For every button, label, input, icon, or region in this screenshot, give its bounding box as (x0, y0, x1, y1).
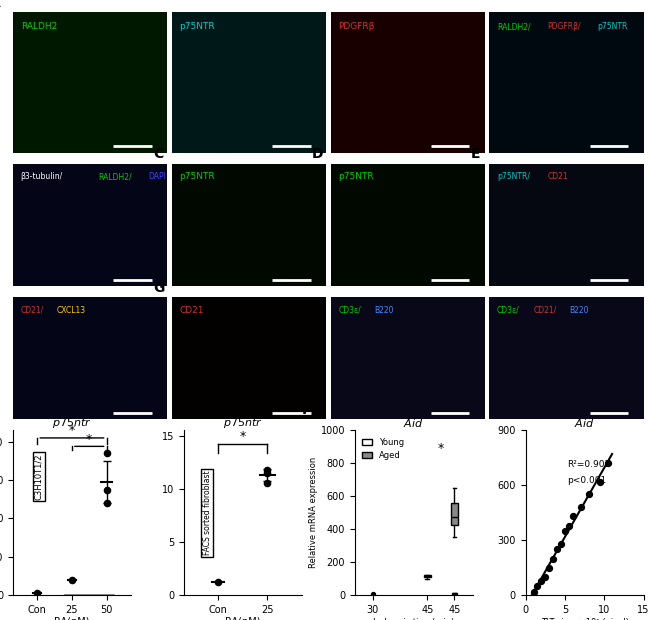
Point (32, 588, 42, 598)
Text: β3-tubulin/: β3-tubulin/ (21, 172, 63, 182)
Text: I: I (302, 403, 307, 417)
PathPatch shape (424, 575, 431, 577)
Text: FACS sorted fibroblast: FACS sorted fibroblast (203, 471, 212, 555)
Text: *: * (240, 430, 246, 443)
Point (262, 468, 272, 478)
Point (101, 448, 112, 458)
Text: RALDH2/: RALDH2/ (497, 22, 530, 31)
Text: p<0.001: p<0.001 (567, 476, 606, 485)
Point (603, 458, 614, 468)
Text: CXCL13: CXCL13 (57, 306, 86, 314)
Point (556, 539, 566, 549)
X-axis label: RA(nM): RA(nM) (54, 616, 90, 620)
Text: p75NTR: p75NTR (597, 22, 628, 31)
Text: PDGFRβ: PDGFRβ (338, 22, 374, 31)
Point (262, 464, 272, 474)
Point (262, 479, 272, 489)
Text: p75NTR: p75NTR (179, 22, 215, 31)
Text: PDGFRβ/: PDGFRβ/ (547, 22, 581, 31)
Title: $p75ntr$: $p75ntr$ (223, 416, 263, 430)
Point (101, 485, 112, 495)
Point (101, 498, 112, 508)
Text: E: E (471, 148, 480, 161)
Text: RALDH2/: RALDH2/ (99, 172, 132, 182)
Text: CD21: CD21 (179, 306, 204, 314)
Text: p75NTR: p75NTR (338, 172, 374, 182)
X-axis label: Ischemic time(min): Ischemic time(min) (373, 618, 454, 620)
Text: p75NTR/: p75NTR/ (497, 172, 530, 182)
Point (536, 575, 547, 585)
Text: *: * (69, 424, 75, 437)
Point (368, 590, 378, 600)
Text: CD3ε/: CD3ε/ (497, 306, 520, 314)
Point (528, 587, 539, 596)
Point (575, 502, 586, 512)
Point (548, 554, 558, 564)
X-axis label: TLT size  ×10⁵ (pixel): TLT size ×10⁵ (pixel) (541, 618, 629, 620)
Text: C3H10T1/2: C3H10T1/2 (34, 453, 44, 500)
Text: C: C (153, 148, 164, 161)
Title: $Aid$: $Aid$ (575, 417, 595, 430)
Point (540, 572, 551, 582)
Text: B220: B220 (569, 306, 589, 314)
Text: G: G (153, 281, 164, 294)
Point (552, 544, 562, 554)
Text: DAPI: DAPI (149, 172, 166, 182)
Title: $Aid$: $Aid$ (404, 417, 424, 430)
Point (67, 575, 77, 585)
Text: B220: B220 (374, 306, 394, 314)
Text: p75NTR: p75NTR (179, 172, 215, 182)
Text: CD3ε/: CD3ε/ (338, 306, 361, 314)
Point (532, 581, 543, 591)
Point (368, 590, 378, 600)
Text: CD21/: CD21/ (21, 306, 44, 314)
Text: *: * (86, 433, 92, 446)
Text: CD21: CD21 (547, 172, 568, 182)
Point (213, 577, 224, 587)
Point (595, 477, 606, 487)
Legend: Young, Aged: Young, Aged (359, 435, 408, 463)
Y-axis label: Relative mRNA expression: Relative mRNA expression (309, 457, 318, 569)
Text: *: * (437, 442, 444, 455)
Text: CD21/: CD21/ (533, 306, 556, 314)
Point (560, 526, 570, 536)
Title: $p75ntr$: $p75ntr$ (52, 416, 92, 430)
Point (583, 489, 593, 499)
Point (567, 512, 578, 521)
Text: D: D (312, 148, 324, 161)
Point (564, 521, 574, 531)
Point (544, 563, 554, 573)
PathPatch shape (451, 503, 458, 525)
X-axis label: RA(nM): RA(nM) (225, 616, 261, 620)
Text: RALDH2: RALDH2 (21, 22, 57, 31)
Text: R²=0.903: R²=0.903 (567, 459, 610, 469)
